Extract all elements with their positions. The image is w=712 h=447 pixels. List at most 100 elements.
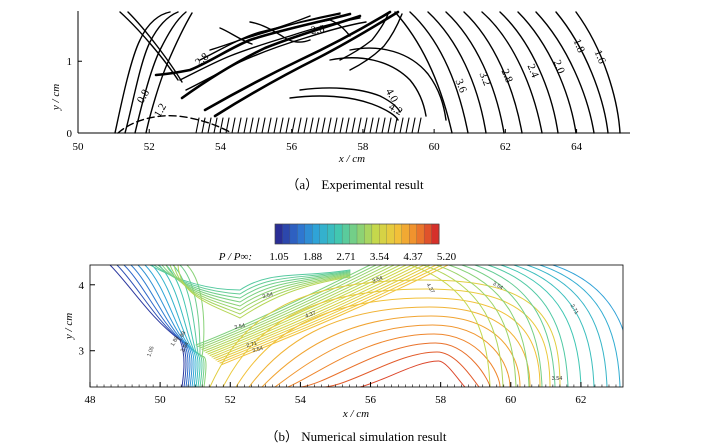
panel-b-contour-line (526, 265, 608, 387)
colorbar-band (334, 223, 343, 245)
panel-a-contour-line (114, 11, 171, 134)
panel-a-axes (77, 11, 630, 134)
colorbar-frame (274, 223, 440, 245)
panel-a-contour-line (329, 57, 427, 117)
panel-b-contour-line (207, 265, 407, 355)
panel-b-contour-line (552, 265, 623, 332)
panel-a-contour-line (427, 11, 487, 134)
panel-a-wall-line (363, 117, 368, 134)
panel-a-contour-line (349, 47, 447, 121)
panel-b-contour-line (274, 324, 511, 387)
panel-a-wall-line (267, 117, 272, 134)
panel-a-ticks: 50 52 54 56 58 60 62 64 0 1 (67, 56, 583, 153)
colorbar-band (379, 223, 388, 245)
panel-a-wall-line (213, 117, 218, 134)
panel-a-wall-line (231, 117, 236, 134)
panel-b-ytick-label: 3 (79, 346, 85, 358)
panel-a-contour-line (299, 87, 401, 113)
colorbar-band (304, 223, 313, 245)
panel-a-wall-line (321, 117, 326, 134)
panel-b-contour-line (219, 265, 443, 364)
panel-b-contour-line (422, 265, 504, 387)
colorbar-band (341, 223, 351, 245)
panel-a-ytick-label: 0 (67, 128, 73, 140)
colorbar-band (423, 223, 433, 245)
colorbar-band (401, 223, 410, 245)
colorbar-band (297, 223, 306, 245)
panel-b-contour-line (313, 351, 481, 387)
panel-a-contour-label: 2.4 (525, 62, 541, 80)
panel-a-contour-line (219, 27, 253, 45)
panel-a-wall-line (327, 117, 332, 134)
colorbar-band (349, 223, 358, 245)
panel-b-contour-line (116, 265, 187, 387)
panel-b-contour-line (179, 265, 205, 387)
panel-a-wall-line (303, 117, 308, 134)
panel-a-wall-line (393, 117, 398, 134)
colorbar-tick-labels: 1.05 1.88 2.71 3.54 4.37 5.20 (269, 251, 456, 263)
panel-a-contour-line (124, 11, 179, 134)
panel-a-xtick-label: 64 (571, 141, 583, 153)
panel-a-contour-line (249, 21, 311, 43)
panel-b-contour-line (474, 265, 556, 387)
panel-a-wall-line (315, 117, 320, 134)
panel-a-contour-line (289, 95, 399, 121)
panel-b-contour-line (209, 265, 413, 356)
panel-a-contour-line (481, 11, 543, 134)
panel-a-wall-line (417, 117, 422, 134)
panel-a-wall-line (291, 117, 296, 134)
panel-a-wall-line (285, 117, 290, 134)
panel-a-wall-line (411, 117, 416, 134)
panel-b-contour-line (209, 279, 561, 387)
panel-a-contour-line (339, 13, 389, 61)
panel-b-contour-line (165, 265, 201, 387)
panel-a-contours (114, 10, 621, 134)
panel-b-xtick-label: 48 (85, 394, 97, 406)
panel-b-contour-line (197, 265, 377, 347)
colorbar-band (312, 223, 321, 245)
panel-b-xtick-label: 60 (505, 394, 517, 406)
colorbar-band (319, 223, 328, 245)
panel-a-xtick-label: 50 (73, 141, 85, 153)
panel-b-caption: （b） Numerical simulation result (266, 429, 447, 444)
panel-a-wall-line (405, 117, 410, 134)
colorbar-band (386, 223, 395, 245)
panel-a-wall-line (273, 117, 278, 134)
panel-a-wall-line (249, 117, 254, 134)
panel-a-wall-line (309, 117, 314, 134)
panel-b-contour-line (435, 265, 517, 387)
colorbar-band (327, 223, 336, 245)
panel-b-contour-line (261, 315, 521, 387)
panel-a-contour-line (517, 11, 577, 134)
panel-a-contour-line (299, 19, 351, 37)
panel-b-contour-line (235, 297, 541, 387)
panel-a-xtick-label: 52 (144, 141, 155, 153)
panel-a-ylabel: y / cm (50, 84, 62, 111)
panel-a-xtick-label: 60 (429, 141, 441, 153)
panel-b-xtick-label: 58 (435, 394, 447, 406)
colorbar-band (289, 223, 298, 245)
panel-b-xtick-label: 50 (155, 394, 167, 406)
panel-b-contour-line (448, 265, 530, 387)
colorbar-bands (274, 223, 440, 245)
colorbar-band (356, 223, 365, 245)
panel-a-contour-line (185, 21, 367, 91)
panel-b-contour-label: 2.71 (246, 341, 258, 350)
colorbar-band (274, 223, 283, 245)
panel-b-ylabel: y / cm (63, 313, 75, 340)
colorbar-band (282, 223, 291, 245)
panel-a-wall-line (279, 117, 284, 134)
panel-b-xtick-label: 62 (575, 394, 586, 406)
panel-a-contour-labels: 0.81.22.82.64.24.03.6 3.2 2.8 2.4 2.01.81.6 (135, 23, 608, 119)
colorbar-band (416, 223, 425, 245)
panel-a-contour-line (394, 11, 453, 134)
colorbar-band (431, 223, 440, 245)
colorbar-tick-label: 1.88 (303, 251, 323, 263)
colorbar-band (371, 223, 380, 245)
panel-a-contour-line (117, 115, 233, 134)
colorbar-tick-label: 5.20 (437, 251, 457, 263)
panel-a-wall-line (369, 117, 374, 134)
